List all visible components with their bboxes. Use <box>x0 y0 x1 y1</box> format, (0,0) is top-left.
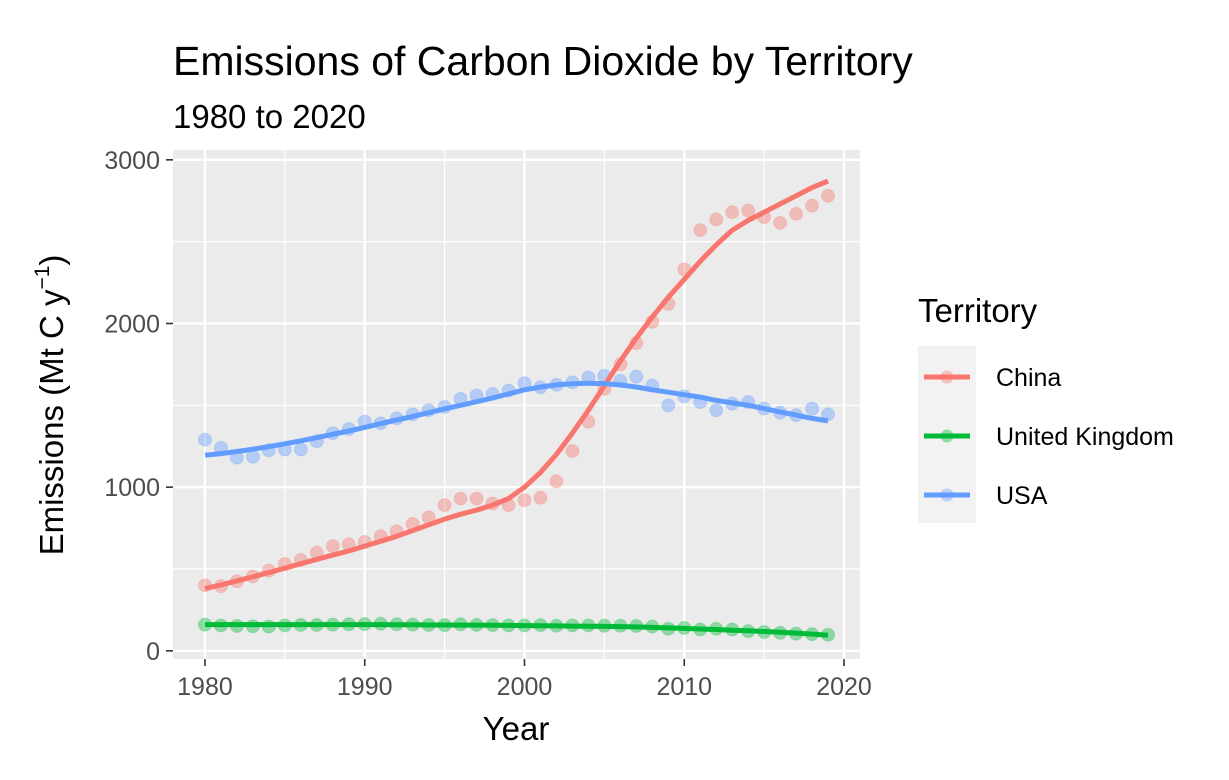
data-point-china <box>741 203 756 218</box>
x-tick-label: 2010 <box>656 673 712 701</box>
data-point-china <box>565 444 580 459</box>
smooth-line-united-kingdom <box>205 622 829 638</box>
legend-label: China <box>996 364 1061 392</box>
data-point-china <box>533 490 548 505</box>
legend: Territory China United Kingdom USA <box>918 292 1174 523</box>
legend-point-swatch <box>940 370 954 384</box>
smooth-lines <box>204 178 829 638</box>
data-point-china <box>517 493 532 508</box>
x-tick-label: 2020 <box>816 673 872 701</box>
legend-items: China United Kingdom USA <box>924 364 1174 510</box>
y-tick-label: 1000 <box>104 474 160 502</box>
data-point-china <box>821 188 836 203</box>
data-point-china <box>325 539 340 554</box>
legend-item-usa: USA <box>924 482 1048 510</box>
data-point-usa <box>821 407 836 422</box>
y-tick-label: 2000 <box>104 310 160 338</box>
legend-item-china: China <box>924 364 1061 392</box>
x-tick-label: 1980 <box>177 673 233 701</box>
plot-panel <box>173 150 860 659</box>
data-point-usa <box>805 401 820 416</box>
data-point-usa <box>197 432 212 447</box>
data-point-usa <box>293 442 308 457</box>
data-point-china <box>693 223 708 238</box>
legend-point-swatch <box>940 429 954 443</box>
data-point-china <box>773 215 788 230</box>
data-point-china <box>789 206 804 221</box>
legend-label: USA <box>996 482 1048 510</box>
x-axis-title: Year <box>483 710 550 747</box>
y-axis-title-prefix: Emissions (Mt C y <box>33 289 70 555</box>
data-point-china <box>709 212 724 227</box>
y-axis-title: Emissions (Mt C y−1) <box>31 255 70 556</box>
y-axis-title-suffix: ) <box>33 255 70 266</box>
y-axis-title-superscript: −1 <box>31 266 54 290</box>
data-point-china <box>725 205 740 220</box>
data-point-china <box>437 498 452 513</box>
y-tick-label: 3000 <box>104 147 160 175</box>
data-point-usa <box>661 398 676 413</box>
chart-title: Emissions of Carbon Dioxide by Territory <box>173 38 913 84</box>
y-tick-label: 0 <box>146 638 160 666</box>
data-point-china <box>469 491 484 506</box>
data-point-china <box>453 491 468 506</box>
data-point-usa <box>629 369 644 384</box>
data-point-usa <box>709 403 724 418</box>
chart-subtitle: 1980 to 2020 <box>173 98 366 135</box>
x-axis-tick-labels: 1980 1990 2000 2010 2020 <box>177 673 872 701</box>
legend-label: United Kingdom <box>996 423 1174 451</box>
y-axis-tick-labels: 0 1000 2000 3000 <box>104 147 160 666</box>
axis-ticks <box>166 159 845 666</box>
x-tick-label: 2000 <box>497 673 553 701</box>
legend-point-swatch <box>940 488 954 502</box>
data-point-china <box>805 198 820 213</box>
x-tick-label: 1990 <box>337 673 393 701</box>
data-point-china <box>549 474 564 489</box>
major-gridlines <box>173 150 860 659</box>
legend-title: Territory <box>918 292 1038 329</box>
smooth-line-usa <box>204 380 829 458</box>
smooth-line-china <box>204 178 829 592</box>
legend-item-united-kingdom: United Kingdom <box>924 423 1174 451</box>
